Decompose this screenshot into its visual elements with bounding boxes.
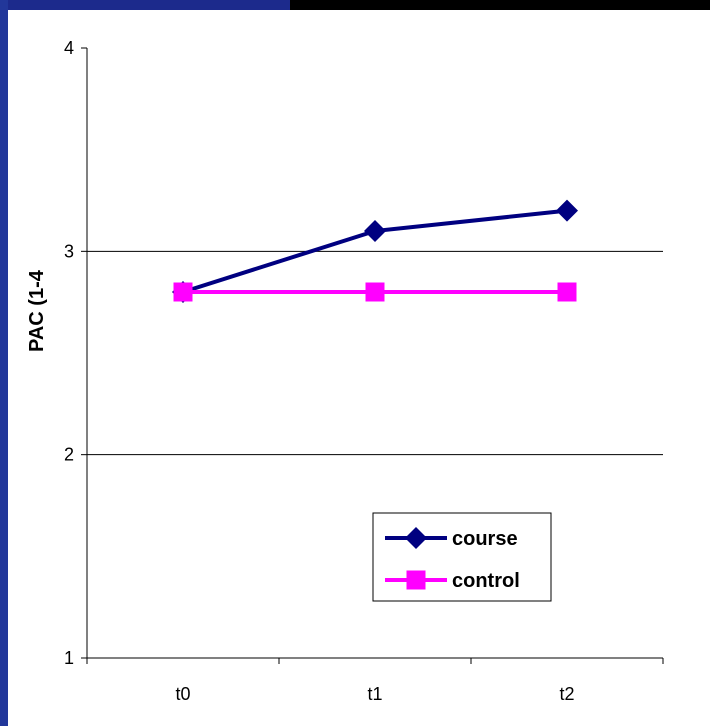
data-point-control [557, 282, 577, 302]
chart-area-background [8, 10, 710, 726]
legend-marker-control [406, 570, 426, 590]
y-axis-title: PAC (1-4 [26, 269, 48, 352]
y-tick-label: 2 [64, 445, 74, 465]
legend: course control [372, 512, 552, 602]
slide-accent-left [0, 0, 8, 726]
legend-marker-course [405, 527, 427, 549]
y-tick-label: 4 [64, 38, 74, 58]
data-point-course [364, 220, 386, 242]
data-point-control [365, 282, 385, 302]
legend-label-control: control [452, 570, 520, 592]
slide-accent-top [0, 0, 290, 10]
y-axis-ticks: 1 2 3 4 [64, 38, 87, 668]
legend-box [372, 512, 552, 602]
x-axis-ticks: t0 t1 t2 [86, 658, 664, 704]
legend-label-course: course [452, 528, 518, 550]
y-tick-label: 1 [64, 648, 74, 668]
series-layer [172, 199, 578, 303]
legend-items: course control [385, 527, 520, 592]
x-tick-label: t2 [559, 684, 574, 704]
data-point-course [556, 199, 578, 222]
gridlines [87, 250, 663, 456]
x-tick-label: t0 [175, 684, 190, 704]
x-tick-label: t1 [367, 684, 382, 704]
series-control [173, 282, 577, 302]
data-point-control [173, 282, 193, 302]
y-tick-label: 3 [64, 241, 74, 261]
